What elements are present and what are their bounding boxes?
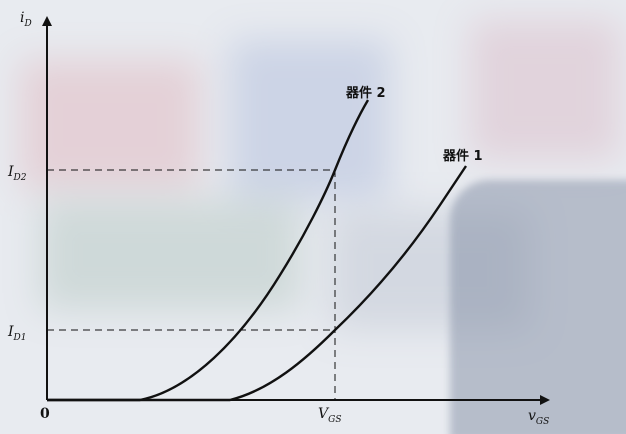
origin-label: 0 — [40, 406, 50, 422]
device-2-label: 器件 2 — [345, 85, 386, 101]
id1-tick-label: ID1 — [7, 324, 26, 343]
y-axis-label: iD — [20, 10, 32, 29]
x-axis-label: vGS — [528, 408, 549, 427]
device-1-curve — [47, 165, 467, 402]
id2-tick-label: ID2 — [7, 164, 27, 183]
vgs-tick-label: VGS — [318, 406, 341, 425]
device-1-label: 器件 1 — [442, 148, 483, 164]
device-2-curve — [47, 99, 370, 402]
